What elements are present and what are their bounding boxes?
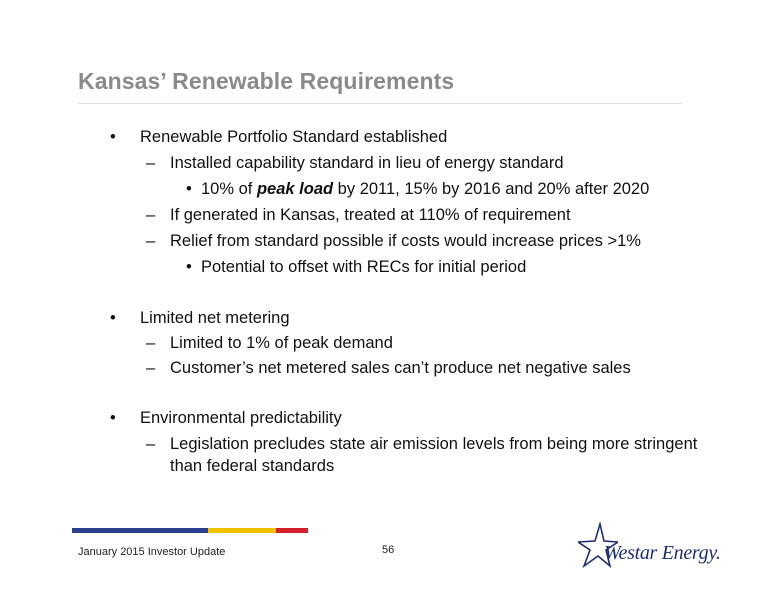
slide-title: Kansas’ Renewable Requirements — [78, 68, 455, 94]
bullet-marker: • — [110, 409, 116, 427]
bullet-text: Limited net metering — [140, 309, 290, 327]
bullet-marker: • — [110, 128, 116, 146]
logo-wordmark: Westar Energy. — [604, 542, 721, 564]
page-number: 56 — [382, 544, 395, 556]
dash-marker: – — [146, 359, 156, 377]
westar-energy-logo: Westar Energy. — [578, 522, 721, 572]
subsubbullet-text: 10% of peak load by 2011, 15% by 2016 an… — [201, 179, 649, 199]
footer-bar-red — [276, 528, 308, 533]
bullet-marker: • — [110, 309, 116, 327]
bullet-text: Renewable Portfolio Standard established — [140, 128, 448, 146]
footer-title: January 2015 Investor Update — [78, 546, 226, 558]
text-pre: 10% of — [201, 180, 257, 198]
dash-marker: – — [146, 334, 156, 352]
bullet-text: Environmental predictability — [140, 409, 342, 427]
dash-marker: – — [146, 154, 156, 172]
footer-bar-blue — [72, 528, 208, 533]
bullet-marker: • — [186, 180, 192, 198]
text-post: by 2011, 15% by 2016 and 20% after 2020 — [333, 180, 650, 198]
title-divider — [78, 103, 682, 104]
subbullet-text: Limited to 1% of peak demand — [170, 334, 393, 352]
dash-marker: – — [146, 232, 156, 250]
subbullet-text: Customer’s net metered sales can’t produ… — [170, 359, 631, 377]
bullet-marker: • — [186, 258, 192, 276]
star-icon — [578, 522, 618, 568]
dash-marker: – — [146, 206, 156, 224]
subbullet-text: Installed capability standard in lieu of… — [170, 154, 564, 172]
footer-bar-yellow — [208, 528, 276, 533]
subbullet-text: Relief from standard possible if costs w… — [170, 232, 641, 250]
subbullet-text: Legislation precludes state air emission… — [170, 435, 698, 453]
subsubbullet-text: Potential to offset with RECs for initia… — [201, 258, 527, 276]
emphasis-peak-load: peak load — [256, 180, 334, 198]
dash-marker: – — [146, 435, 156, 453]
subbullet-text: than federal standards — [170, 457, 335, 475]
subbullet-text: If generated in Kansas, treated at 110% … — [170, 206, 571, 224]
